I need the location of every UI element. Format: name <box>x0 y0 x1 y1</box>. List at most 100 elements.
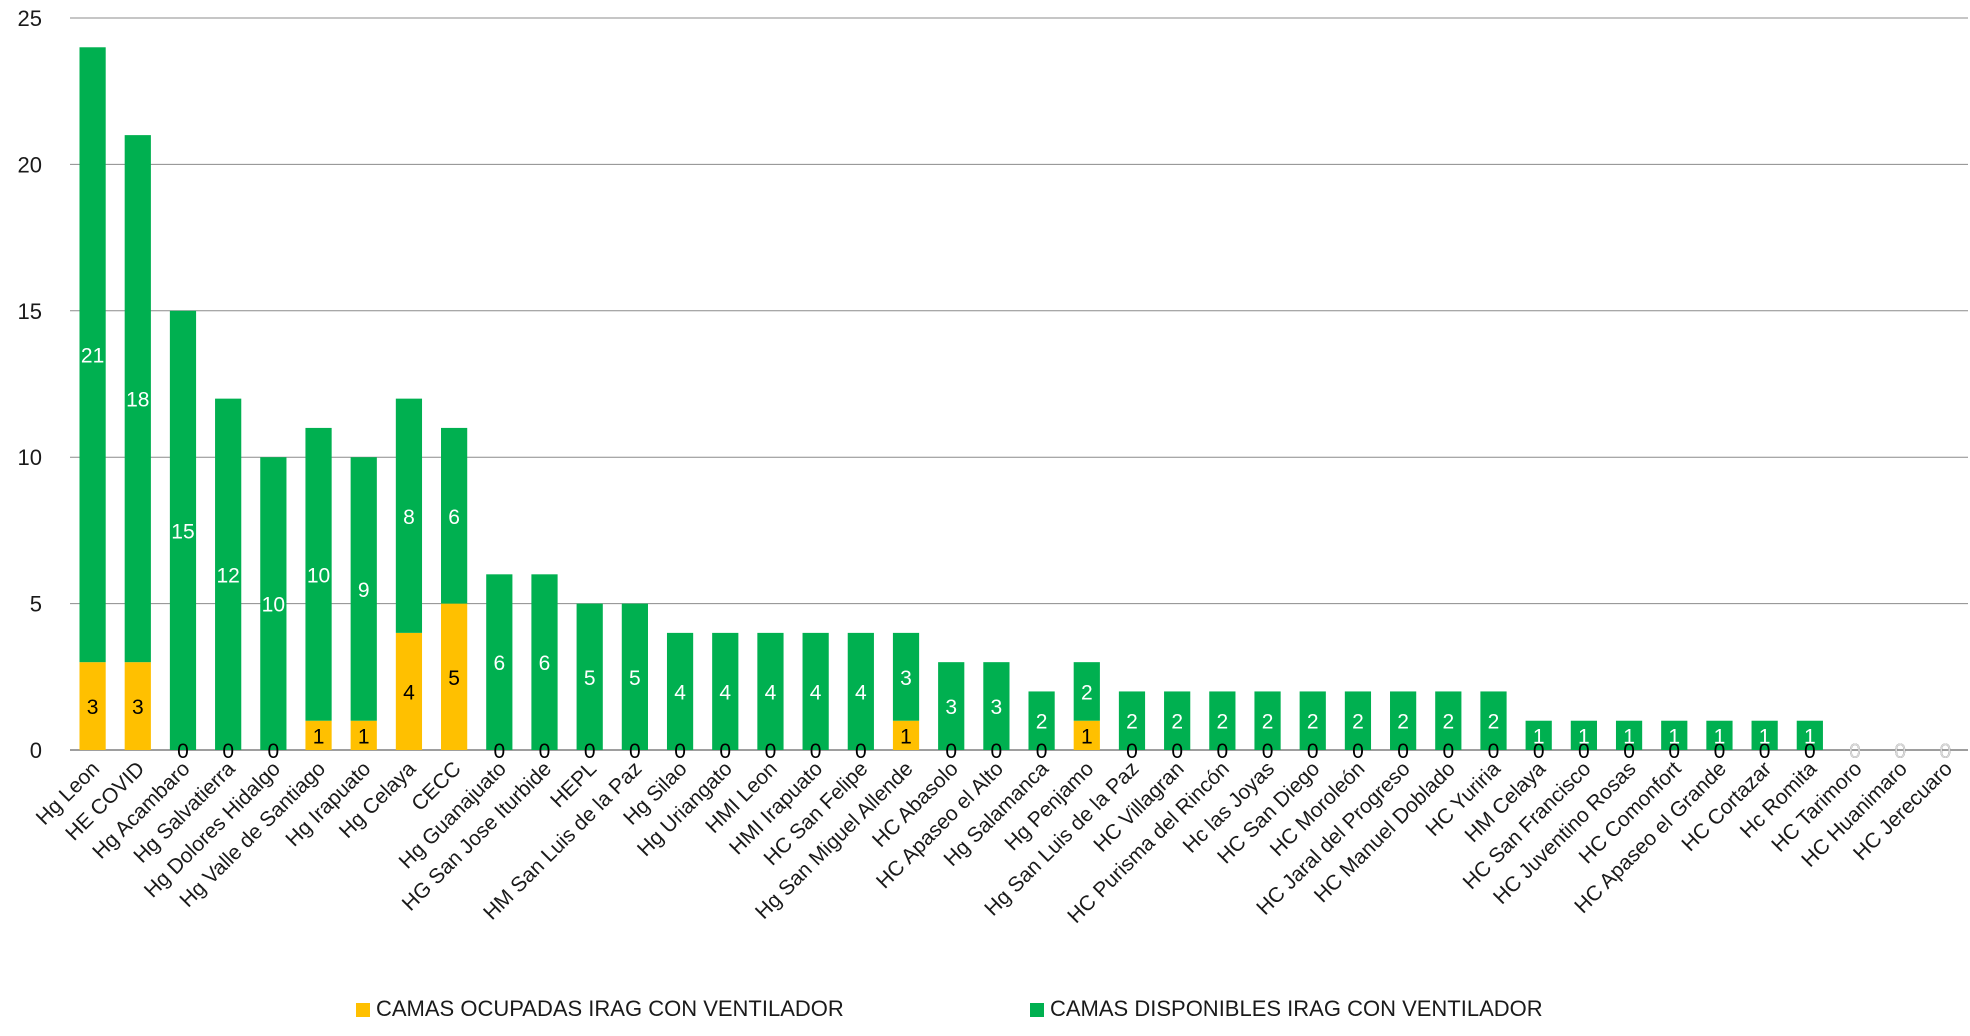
data-label-available: 2 <box>1488 711 1500 734</box>
data-label-occupied: 1 <box>358 725 370 748</box>
data-label-occupied: 0 <box>945 740 957 763</box>
data-label-available: 2 <box>1307 711 1319 734</box>
bar-available <box>486 574 513 750</box>
data-label-occupied: 0 <box>1352 740 1364 763</box>
bar-available <box>1615 720 1643 750</box>
bar-available <box>124 135 151 663</box>
bar-available <box>260 457 287 750</box>
data-label-occupied: 0 <box>1578 740 1590 763</box>
y-tick-label: 15 <box>18 299 42 324</box>
y-tick-label: 20 <box>18 152 42 177</box>
data-label-occupied: 0 <box>1488 740 1500 763</box>
data-label-available: 2 <box>1126 711 1138 734</box>
data-label-available: 21 <box>81 345 104 368</box>
data-label-available: 4 <box>810 681 822 704</box>
data-label-occupied: 5 <box>448 667 460 690</box>
data-label-available: 1 <box>1578 725 1590 748</box>
data-labels: 3213180150120101101948560606050504040404… <box>81 345 1951 763</box>
data-label-available: 4 <box>674 681 686 704</box>
data-label-occupied: 0 <box>1533 740 1545 763</box>
data-label-occupied: 0 <box>1714 740 1726 763</box>
bar-available <box>1796 720 1823 750</box>
bar-available <box>441 427 468 604</box>
data-label-occupied: 1 <box>900 725 912 748</box>
y-tick-label: 0 <box>30 738 42 763</box>
data-label-occupied: 0 <box>1804 740 1816 763</box>
data-label-available: 6 <box>448 506 460 529</box>
bar-available <box>576 603 603 750</box>
y-tick-label: 25 <box>18 6 42 31</box>
data-label-available: 8 <box>403 506 415 529</box>
bar-occupied <box>892 720 920 750</box>
data-label-occupied: 0 <box>1171 740 1183 763</box>
data-label-occupied: 3 <box>87 696 99 719</box>
data-label-occupied: 0 <box>719 740 731 763</box>
bar-available <box>169 310 197 750</box>
bar-available <box>1073 662 1100 721</box>
data-label-occupied: 0 <box>810 740 822 763</box>
bar-occupied <box>350 720 377 750</box>
data-label-occupied: 0 <box>1217 740 1229 763</box>
y-tick-label: 5 <box>30 592 42 617</box>
bar-occupied <box>441 603 468 750</box>
data-label-available: 2 <box>1081 681 1093 704</box>
data-label-occupied: 0 <box>539 740 551 763</box>
bar-available <box>1028 691 1055 750</box>
data-label-available: 4 <box>855 681 867 704</box>
data-label-available: 0 <box>1940 740 1952 763</box>
bar-available <box>938 662 965 750</box>
legend-label-occupied: CAMAS OCUPADAS IRAG CON VENTILADOR <box>376 996 844 1021</box>
data-label-occupied: 0 <box>493 740 505 763</box>
data-label-available: 15 <box>171 520 194 543</box>
bar-available <box>712 632 739 750</box>
data-label-occupied: 0 <box>1668 740 1680 763</box>
data-label-occupied: 0 <box>584 740 596 763</box>
bar-available <box>1435 691 1462 750</box>
data-label-available: 5 <box>629 667 641 690</box>
bar-available <box>1299 691 1326 750</box>
data-label-available: 2 <box>1171 711 1183 734</box>
y-tick-label: 10 <box>18 445 42 470</box>
gridlines <box>70 17 1968 751</box>
data-label-occupied: 0 <box>177 740 189 763</box>
bar-available <box>350 457 377 721</box>
bar-available <box>305 427 332 721</box>
data-label-available: 2 <box>1442 711 1454 734</box>
data-label-occupied: 0 <box>855 740 867 763</box>
bar-occupied <box>1073 720 1100 750</box>
data-label-occupied: 0 <box>1623 740 1635 763</box>
data-label-available: 6 <box>493 652 505 675</box>
bar-available <box>1344 691 1372 750</box>
bar-available <box>1480 691 1507 750</box>
data-label-occupied: 1 <box>313 725 325 748</box>
data-label-available: 18 <box>126 389 149 412</box>
bar-available <box>847 632 874 750</box>
bar-available <box>983 662 1010 750</box>
data-label-available: 0 <box>1849 740 1861 763</box>
data-label-available: 3 <box>991 696 1003 719</box>
bar-available <box>1706 720 1733 750</box>
data-label-occupied: 0 <box>674 740 686 763</box>
bar-available <box>1751 720 1778 750</box>
data-label-available: 2 <box>1217 711 1229 734</box>
bar-available <box>1118 691 1146 750</box>
bar-available <box>1209 691 1236 750</box>
bar-available <box>1525 720 1552 750</box>
bar-available <box>395 398 423 633</box>
bar-available <box>1390 691 1417 750</box>
bar-occupied <box>124 662 151 750</box>
bar-available <box>1164 691 1191 750</box>
bar-available <box>757 632 784 750</box>
bar-available <box>531 574 558 750</box>
legend-swatch-occupied <box>356 1003 370 1017</box>
data-label-occupied: 0 <box>1036 740 1048 763</box>
data-label-available: 1 <box>1668 725 1680 748</box>
data-label-occupied: 0 <box>991 740 1003 763</box>
bar-available <box>1570 720 1597 750</box>
data-label-occupied: 1 <box>1081 725 1093 748</box>
data-label-available: 3 <box>945 696 957 719</box>
data-label-occupied: 0 <box>1849 740 1861 763</box>
